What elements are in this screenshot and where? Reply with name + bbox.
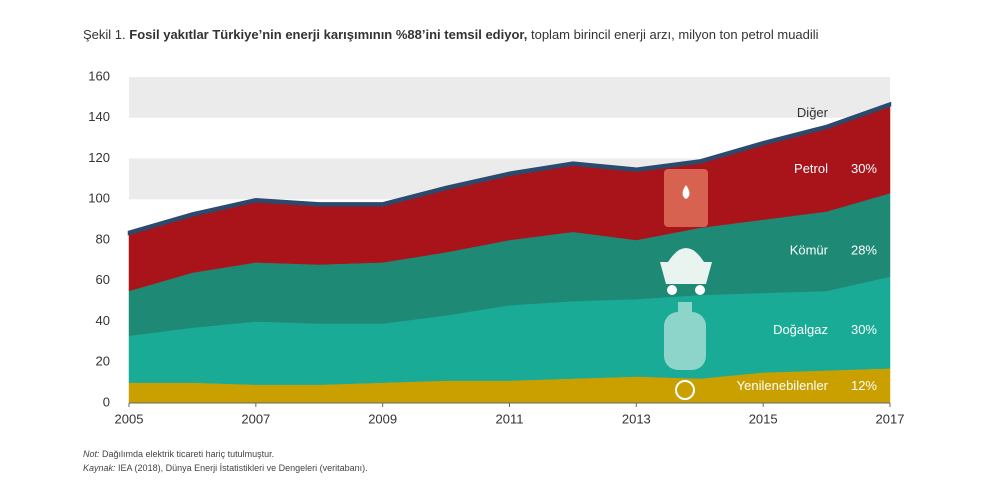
x-tick-label: 2005: [115, 411, 144, 426]
x-tick-label: 2017: [876, 411, 905, 426]
gas-bottle-icon: [664, 312, 706, 370]
y-tick-label: 40: [96, 313, 110, 328]
title-rest: toplam birincil enerji arzı, milyon ton …: [531, 27, 819, 42]
y-tick-label: 160: [88, 68, 110, 83]
chart-title: Şekil 1. Fosil yakıtlar Türkiye’nin ener…: [83, 27, 819, 42]
source-prefix: Kaynak:: [83, 463, 116, 473]
series-label: Yenilenebilenler: [737, 378, 829, 393]
y-tick-label: 80: [96, 231, 110, 246]
x-tick-label: 2015: [749, 411, 778, 426]
labels: Yenilenebilenler 12% Doğalgaz 30% Kömür 28% Pe…: [737, 105, 878, 393]
source: Kaynak: IEA (2018), Dünya Enerji İstatis…: [83, 463, 368, 473]
series-label: Petrol: [794, 161, 828, 176]
renewable-icon: [675, 380, 695, 400]
series-label: Diğer: [797, 105, 829, 120]
y-tick-label: 100: [88, 191, 110, 206]
y-tick-label: 120: [88, 150, 110, 165]
x-tick-label: 2013: [622, 411, 651, 426]
source-text: IEA (2018), Dünya Enerji İstatistikleri …: [118, 463, 368, 473]
series-label: Kömür: [790, 243, 829, 258]
note-text: Dağılımda elektrik ticareti hariç tutulm…: [102, 449, 274, 459]
wheel-icon: [695, 285, 705, 295]
y-tick-label: 0: [103, 394, 110, 409]
note: Not: Dağılımda elektrik ticareti hariç t…: [83, 449, 274, 459]
title-prefix: Şekil 1.: [83, 27, 126, 42]
note-prefix: Not:: [83, 449, 100, 459]
share-label: 12%: [851, 378, 877, 393]
icons: [660, 169, 712, 400]
drop-icon: [682, 185, 690, 199]
x-tick-label: 2011: [496, 411, 524, 426]
coal-icon: [668, 248, 704, 262]
x-tick-label: 2007: [241, 411, 270, 426]
title-bold: Fosil yakıtlar Türkiye’nin enerji karışı…: [129, 27, 527, 42]
y-tick-label: 20: [96, 354, 110, 369]
gas-valve-icon: [678, 302, 692, 312]
wheel-icon: [667, 285, 677, 295]
share-label: 30%: [851, 161, 877, 176]
cart-icon: [660, 262, 712, 284]
area: [127, 101, 892, 236]
series-label: Doğalgaz: [773, 322, 828, 337]
y-tick-label: 60: [96, 272, 110, 287]
grid-band: [129, 77, 890, 118]
share-label: 28%: [851, 243, 877, 258]
areas: [127, 101, 892, 404]
x-tick-label: 2009: [368, 411, 397, 426]
share-label: 30%: [851, 322, 877, 337]
y-tick-label: 140: [88, 109, 110, 124]
